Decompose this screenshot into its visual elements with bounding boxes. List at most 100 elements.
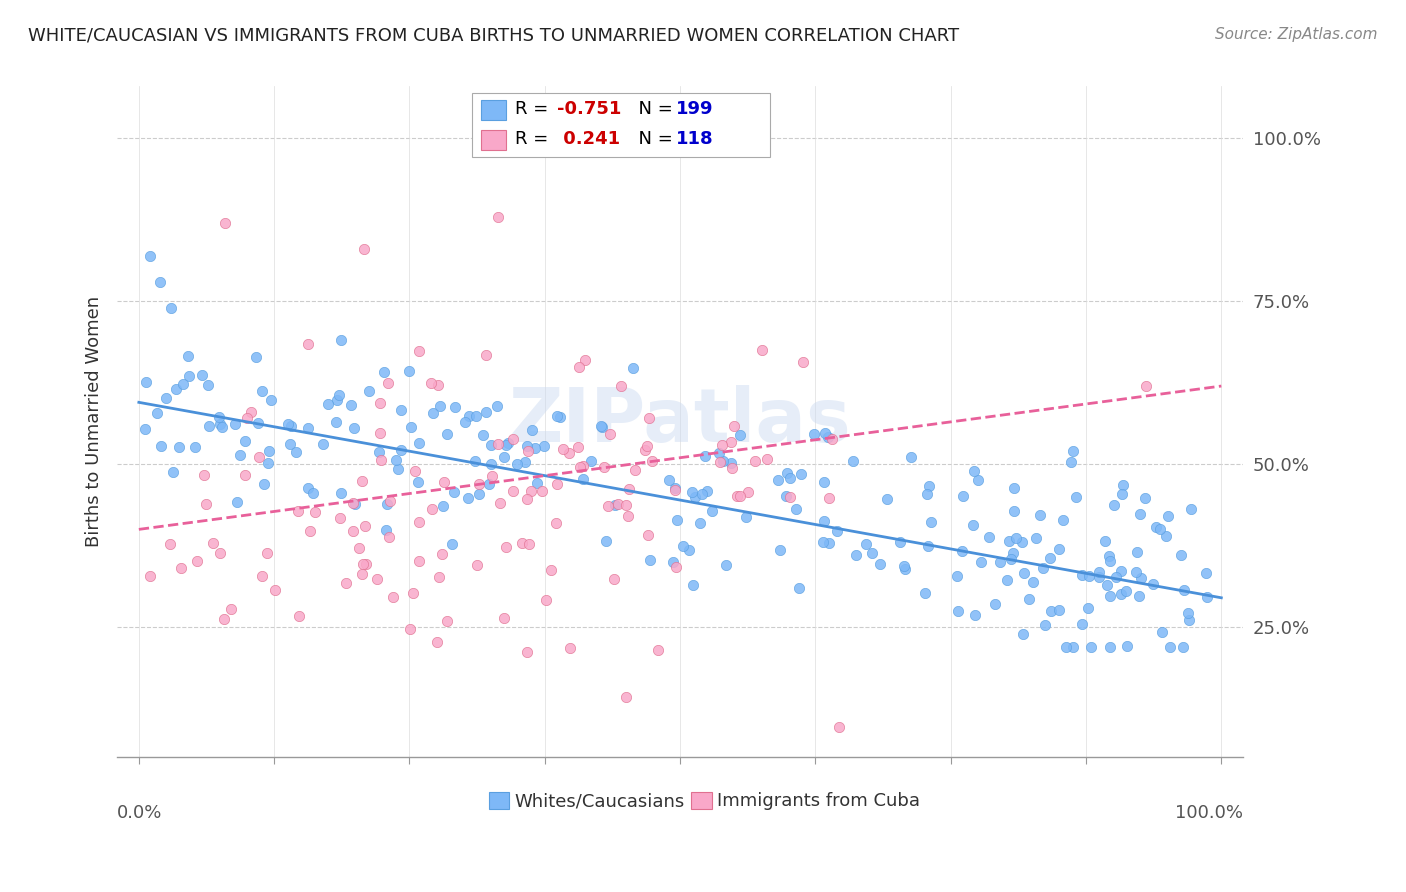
Point	[252, 569, 274, 583]
Point	[1099, 554, 1122, 568]
Text: 100.0%: 100.0%	[1175, 805, 1243, 822]
Point	[647, 642, 669, 657]
Point	[1098, 589, 1121, 603]
Point	[818, 491, 841, 505]
Point	[728, 427, 751, 442]
Point	[1116, 640, 1139, 654]
Point	[457, 491, 479, 505]
Point	[579, 453, 602, 467]
Point	[1152, 624, 1174, 639]
Point	[988, 555, 1011, 569]
Point	[233, 467, 256, 482]
Point	[368, 444, 391, 458]
Point	[530, 484, 553, 499]
Point	[1097, 578, 1119, 592]
Point	[1005, 531, 1028, 545]
Point	[214, 216, 236, 230]
Point	[776, 466, 799, 480]
Point	[316, 397, 339, 411]
Point	[768, 473, 790, 487]
Point	[408, 343, 430, 358]
Point	[690, 487, 713, 501]
Point	[553, 442, 575, 456]
Point	[297, 481, 319, 495]
Point	[378, 531, 401, 545]
Point	[235, 410, 257, 425]
Point	[637, 410, 659, 425]
Point	[225, 495, 247, 509]
Point	[595, 533, 617, 548]
Point	[1109, 587, 1132, 601]
Text: WHITE/CAUCASIAN VS IMMIGRANTS FROM CUBA BIRTHS TO UNMARRIED WOMEN CORRELATION CH: WHITE/CAUCASIAN VS IMMIGRANTS FROM CUBA …	[28, 27, 959, 45]
Point	[389, 443, 412, 458]
Point	[342, 496, 364, 510]
Point	[479, 457, 502, 471]
Point	[614, 690, 637, 705]
Point	[967, 473, 990, 487]
Point	[150, 439, 173, 453]
Point	[1062, 443, 1084, 458]
Point	[495, 438, 517, 452]
Point	[517, 444, 540, 458]
Point	[1111, 487, 1133, 501]
Point	[1112, 478, 1135, 492]
Point	[475, 348, 498, 362]
Text: Whites/Caucasians: Whites/Caucasians	[515, 792, 685, 810]
Point	[540, 563, 562, 577]
Point	[406, 475, 429, 489]
Point	[665, 560, 688, 574]
Point	[353, 242, 375, 256]
Point	[607, 497, 630, 511]
Point	[1171, 640, 1194, 654]
Point	[737, 485, 759, 500]
Point	[915, 487, 938, 501]
Point	[398, 364, 420, 378]
Text: N =: N =	[627, 100, 679, 118]
Point	[481, 468, 503, 483]
Point	[496, 435, 519, 450]
Point	[165, 382, 187, 396]
Point	[246, 416, 269, 430]
Point	[638, 553, 661, 567]
Point	[464, 454, 486, 468]
Point	[155, 391, 177, 405]
Point	[478, 476, 501, 491]
Point	[486, 437, 509, 451]
Point	[398, 622, 420, 636]
Point	[825, 524, 848, 538]
Point	[233, 434, 256, 448]
Point	[1012, 626, 1035, 640]
Point	[1077, 569, 1099, 583]
Point	[1052, 512, 1074, 526]
Point	[1129, 507, 1152, 521]
Bar	[481, 130, 506, 150]
Point	[1054, 640, 1077, 654]
Point	[1173, 583, 1195, 598]
Point	[605, 498, 627, 512]
Point	[256, 545, 278, 559]
Point	[494, 450, 516, 465]
Point	[1047, 603, 1070, 617]
Point	[1135, 491, 1157, 506]
Point	[370, 452, 392, 467]
Point	[876, 491, 898, 506]
Point	[183, 441, 205, 455]
Point	[288, 609, 311, 624]
Point	[430, 547, 453, 561]
Point	[572, 472, 595, 486]
Point	[208, 417, 231, 431]
Point	[751, 343, 773, 357]
Point	[354, 519, 377, 533]
Point	[429, 400, 451, 414]
Point	[950, 544, 973, 558]
Point	[533, 439, 555, 453]
Point	[946, 604, 969, 618]
Point	[664, 482, 686, 496]
Point	[1144, 520, 1167, 534]
Point	[1029, 508, 1052, 523]
Point	[343, 497, 366, 511]
Point	[558, 446, 581, 460]
Point	[720, 461, 742, 475]
Point	[995, 574, 1018, 588]
Bar	[692, 792, 711, 809]
